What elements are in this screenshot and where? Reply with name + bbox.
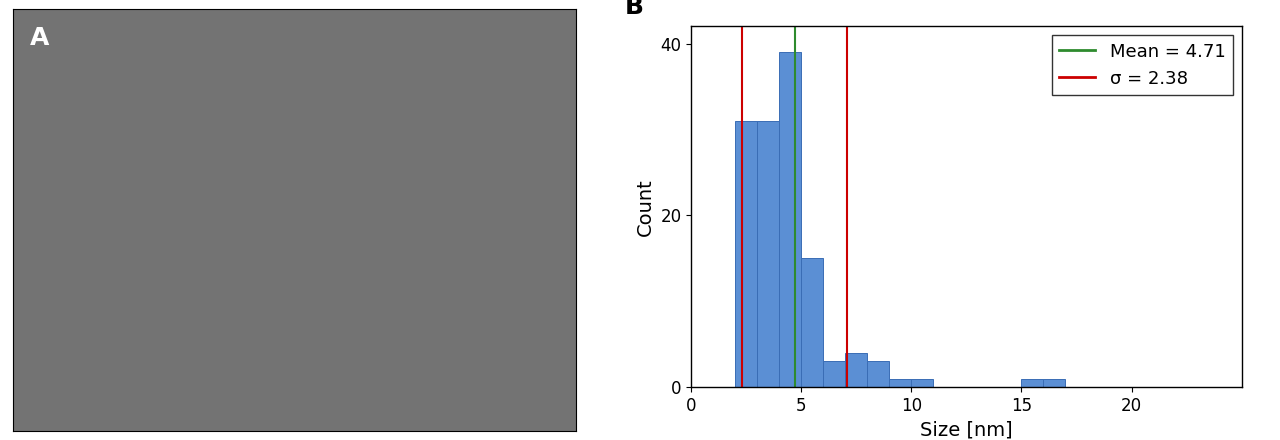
Legend: Mean = 4.71, σ = 2.38: Mean = 4.71, σ = 2.38: [1052, 36, 1233, 95]
Bar: [780, 52, 801, 387]
Bar: [1043, 378, 1065, 387]
Bar: [758, 121, 780, 387]
Bar: [823, 361, 845, 387]
Bar: [911, 378, 933, 387]
Bar: [1021, 378, 1043, 387]
Text: A: A: [29, 26, 49, 50]
Bar: [801, 258, 823, 387]
Bar: [868, 361, 890, 387]
Bar: [890, 378, 911, 387]
Bar: [845, 353, 868, 387]
Text: B: B: [625, 0, 644, 19]
Y-axis label: Count: Count: [636, 178, 655, 236]
X-axis label: Size [nm]: Size [nm]: [920, 421, 1012, 440]
Bar: [735, 121, 758, 387]
